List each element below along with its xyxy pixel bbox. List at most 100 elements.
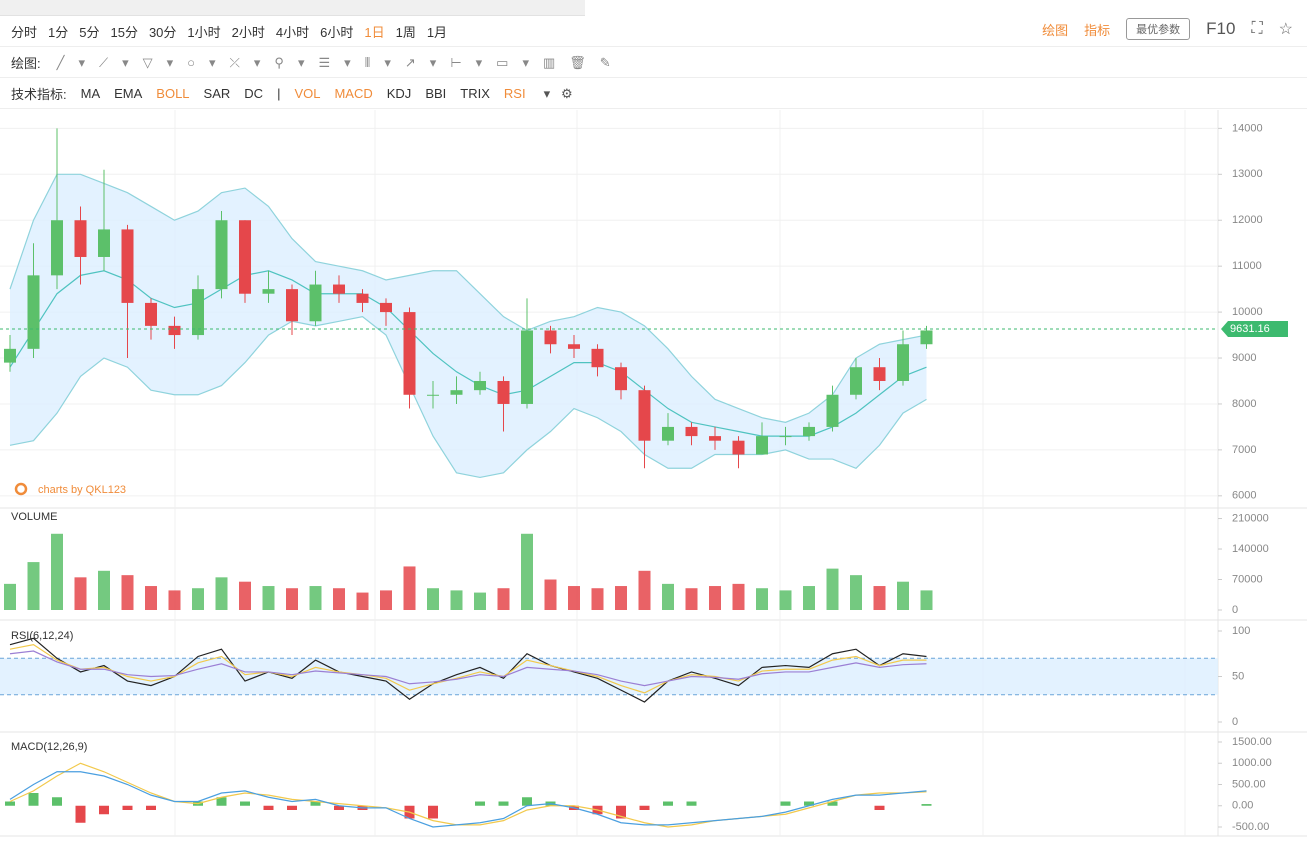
volume-bar — [27, 562, 40, 610]
panel-title: RSI(6,12,24) — [11, 630, 73, 642]
y-tick-label: 14000 — [1232, 122, 1263, 134]
tab-bar — [0, 0, 585, 16]
candle-body — [380, 302, 392, 313]
candle-body — [803, 426, 815, 437]
indicator-button[interactable]: | — [277, 86, 281, 101]
volume-bar — [333, 588, 345, 610]
period-button[interactable]: 1日 — [364, 25, 385, 40]
watermark: charts by QKL123 — [38, 484, 126, 496]
indicator-button[interactable]: SAR — [203, 86, 231, 101]
candle-body — [215, 220, 228, 290]
volume-bar — [615, 586, 627, 610]
indicator-button[interactable]: KDJ — [386, 86, 412, 101]
draw-icons[interactable]: ╱▾⟋▾▽▾○▾⤫▾⚲▾☰▾⦀▾↗▾⊢▾▭▾▥🗑✎ — [56, 54, 625, 70]
candle-body — [121, 229, 134, 303]
macd-bar — [122, 805, 133, 810]
f10-button[interactable]: F10 — [1206, 19, 1236, 38]
volume-bar — [638, 570, 651, 610]
indicator-button[interactable]: RSI — [503, 86, 526, 101]
volume-bar — [239, 581, 251, 610]
y-tick-label: 12000 — [1232, 214, 1263, 226]
period-button[interactable]: 15分 — [110, 25, 138, 40]
star-icon[interactable]: ☆ — [1278, 21, 1293, 38]
y-tick-label: 6000 — [1232, 490, 1256, 502]
macd-bar — [428, 805, 438, 819]
macd-bar — [874, 805, 885, 810]
best-params-button[interactable]: 最优参数 — [1126, 18, 1191, 40]
y-tick-label: 210000 — [1232, 512, 1269, 524]
volume-bar — [74, 577, 87, 610]
candle-body — [638, 390, 651, 441]
volume-bar — [121, 575, 134, 610]
volume-bar — [356, 592, 369, 610]
macd-bar — [99, 805, 109, 815]
candle-body — [333, 284, 345, 294]
candle-body — [239, 220, 251, 294]
volume-bar — [427, 588, 439, 610]
candle-body — [873, 367, 886, 381]
volume-bar — [192, 588, 204, 610]
period-button[interactable]: 1分 — [48, 25, 69, 40]
band-zone — [0, 658, 1218, 695]
period-button[interactable]: 5分 — [79, 25, 100, 40]
indicator-button[interactable]: EMA — [114, 86, 143, 101]
macd-bar — [28, 793, 39, 806]
period-button[interactable]: 1周 — [395, 25, 416, 40]
indicator-button[interactable]: 指标 — [1084, 22, 1111, 38]
panel-title: MACD(12,26,9) — [11, 741, 87, 753]
period-button[interactable]: 4小时 — [275, 25, 310, 40]
macd-bar — [75, 805, 86, 823]
period-button[interactable]: 2小时 — [231, 25, 265, 40]
period-button[interactable]: 分时 — [11, 25, 38, 40]
rsi-line — [9, 644, 927, 694]
candle-body — [756, 436, 768, 455]
candle-body — [403, 312, 416, 395]
draw-button[interactable]: 绘图 — [1042, 22, 1069, 38]
macd-bar — [592, 805, 603, 815]
volume-bar — [4, 583, 16, 610]
y-tick-label: 500.00 — [1232, 778, 1266, 790]
period-button[interactable]: 1小时 — [187, 25, 221, 40]
draw-label: 绘图: — [11, 56, 41, 71]
macd-bar — [334, 805, 344, 810]
indicator-button[interactable]: MACD — [334, 86, 373, 101]
period-button[interactable]: 6小时 — [320, 25, 354, 40]
volume-bar — [145, 586, 157, 610]
period-button[interactable]: 1月 — [426, 25, 448, 40]
volume-bar — [897, 581, 909, 610]
candle-body — [732, 440, 745, 455]
indicator-button[interactable]: DC — [244, 86, 264, 101]
y-tick-label: 0.00 — [1232, 800, 1253, 812]
volume-bar — [591, 588, 604, 610]
indicator-button[interactable]: VOL — [294, 86, 321, 101]
macd-bar — [52, 797, 62, 806]
volume-bar — [474, 592, 486, 610]
volume-bar — [521, 533, 533, 610]
candle-body — [897, 344, 909, 381]
y-tick-label: 9000 — [1232, 352, 1256, 364]
candle-body — [74, 220, 87, 257]
settings-icon[interactable]: ▾ ⚙ — [543, 85, 573, 101]
volume-bar — [497, 588, 510, 610]
indicator-label: 技术指标: — [11, 87, 67, 102]
indicator-button[interactable]: TRIX — [460, 86, 490, 101]
volume-bar — [309, 586, 322, 610]
fullscreen-icon[interactable]: ⛶ — [1251, 20, 1263, 37]
volume-bar — [450, 590, 463, 610]
candle-body — [450, 390, 463, 395]
volume-bar — [568, 586, 580, 610]
volume-bar — [873, 586, 886, 610]
macd-bar — [498, 801, 509, 806]
macd-bar — [146, 805, 156, 810]
candle-body — [826, 394, 839, 427]
indicator-button[interactable]: MA — [80, 86, 101, 101]
rsi-line — [9, 637, 927, 703]
period-button[interactable]: 30分 — [148, 25, 177, 40]
volume-bar — [803, 586, 815, 610]
candle-body — [685, 426, 698, 437]
indicator-button[interactable]: BOLL — [156, 86, 190, 101]
period-bar: 分时 1分 5分 15分 30分 1小时 2小时 4小时 6小时 1日 1周 1月 — [0, 17, 1307, 47]
macd-bar — [616, 805, 626, 819]
boll-lower — [9, 316, 927, 479]
indicator-button[interactable]: BBI — [425, 86, 447, 101]
